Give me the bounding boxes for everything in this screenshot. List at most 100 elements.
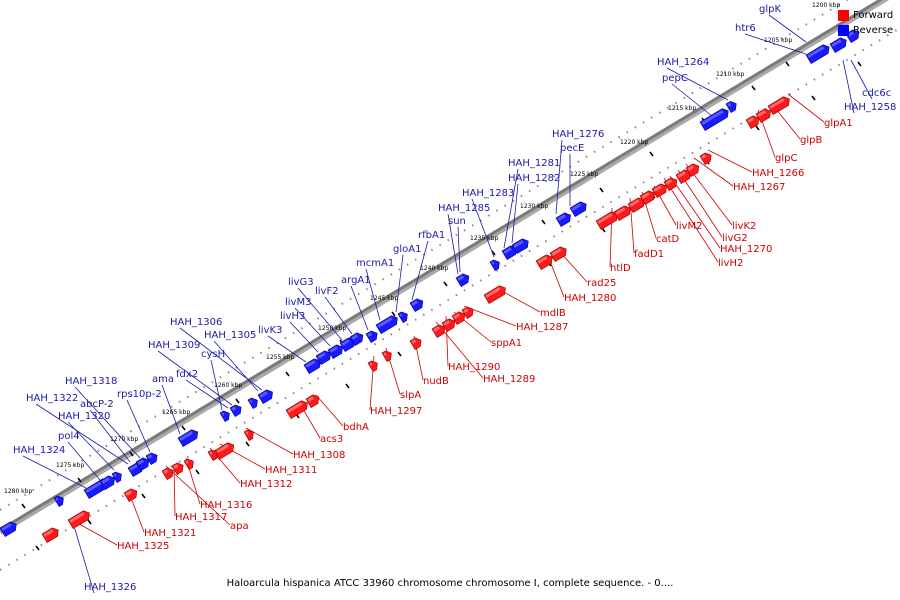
forward-leader-line: [707, 149, 753, 173]
forward-gene-arrow: [451, 311, 466, 325]
reverse-gene-label: pol4: [58, 431, 80, 442]
forward-leader-line: [173, 463, 176, 517]
reverse-gene-label: HAH_1283: [462, 188, 514, 199]
tick-mark: [391, 311, 396, 317]
reverse-leader-line: [842, 59, 855, 114]
reverse-gene-arrow: [0, 521, 17, 537]
tick-mark: [491, 250, 496, 256]
forward-gene-arrow: [161, 467, 174, 480]
tick-mark: [21, 503, 26, 509]
forward-gene-arrow: [183, 458, 194, 470]
reverse-leader-line: [210, 359, 223, 411]
forward-gene-arrow: [67, 510, 90, 529]
forward-gene-arrow: [207, 449, 218, 461]
gene-arrows: [0, 29, 860, 543]
reverse-gene-label: rfbA1: [418, 230, 445, 241]
tick-mark: [77, 477, 82, 483]
reverse-gene-arrow: [409, 298, 424, 312]
forward-gene-arrow: [535, 254, 553, 270]
tick-mark: [649, 151, 654, 157]
forward-leader-line: [669, 175, 721, 249]
reverse-gene-arrow: [177, 429, 199, 447]
tick-mark: [857, 61, 862, 67]
reverse-gene-arrow: [375, 315, 398, 334]
reverse-leader-line: [213, 340, 259, 392]
reverse-leader-line: [768, 14, 807, 43]
tick-mark: [751, 85, 756, 91]
reverse-gene-label: gloA1: [393, 244, 421, 255]
reverse-gene-arrow: [229, 404, 242, 417]
forward-gene-arrow: [549, 246, 567, 262]
reverse-leader-line: [161, 384, 181, 435]
forward-gene-arrow: [767, 96, 790, 115]
reverse-leader-line: [73, 525, 95, 594]
scale-tick-label: 1260 kbp: [214, 382, 242, 389]
tick-mark: [345, 383, 350, 389]
tick-mark: [785, 61, 790, 67]
forward-gene-arrow: [171, 462, 184, 475]
reverse-swatch: [838, 25, 849, 36]
forward-gene-label: apa: [230, 521, 249, 532]
forward-gene-label: HAH_1316: [200, 500, 252, 511]
reverse-gene-label: argA1: [341, 275, 371, 286]
map-title: Haloarcula hispanica ATCC 33960 chromoso…: [226, 578, 674, 589]
reverse-gene-label: ama: [152, 374, 174, 385]
forward-gene-arrow: [755, 108, 771, 123]
forward-gene-arrow: [745, 115, 760, 129]
reverse-leader-line: [555, 139, 563, 215]
reverse-gene-arrow: [725, 101, 737, 113]
reverse-leader-line: [297, 287, 343, 341]
scale-tick-label: 1230 kbp: [520, 203, 548, 210]
tick-mark: [87, 519, 92, 525]
reverse-leader-line: [74, 386, 141, 459]
legend-forward: Forward: [838, 8, 893, 23]
forward-gene-label: HAH_1290: [448, 362, 500, 373]
tick-mark: [245, 441, 250, 447]
forward-gene-label: rad25: [587, 278, 616, 289]
forward-gene-arrow: [409, 337, 422, 350]
reverse-gene-label: HAH_1324: [13, 445, 65, 456]
reverse-leader-line: [157, 350, 233, 406]
reverse-gene-arrow: [805, 44, 830, 64]
tick-mark: [129, 451, 134, 457]
forward-gene-label: HAH_1311: [265, 465, 317, 476]
forward-gene-arrow: [441, 318, 456, 332]
forward-gene-arrow: [285, 400, 308, 419]
reverse-gene-label: htr6: [735, 23, 756, 34]
reverse-gene-label: cysH: [201, 349, 225, 360]
forward-gene-label: HAH_1287: [516, 322, 568, 333]
reverse-gene-label: abcP-2: [80, 399, 114, 410]
reverse-gene-arrow: [397, 311, 408, 323]
reverse-leader-line: [267, 335, 307, 363]
forward-leader-line: [245, 427, 294, 455]
forward-gene-label: glpA1: [824, 118, 853, 129]
forward-gene-label: livM2: [676, 221, 702, 232]
reverse-gene-label: HAH_1306: [170, 317, 222, 328]
scale-tick-label: 1200 kbp: [812, 2, 840, 9]
forward-gene-label: HAH_1266: [752, 168, 804, 179]
reverse-gene-arrow: [511, 238, 529, 254]
reverse-gene-label: livM3: [285, 297, 311, 308]
forward-gene-arrow: [483, 285, 506, 304]
tick-mark: [811, 95, 816, 101]
reverse-gene-label: HAH_1305: [204, 330, 256, 341]
forward-gene-arrow: [123, 488, 138, 502]
reverse-gene-label: mcmA1: [356, 258, 394, 269]
reverse-gene-label: HAH_1320: [58, 411, 110, 422]
reverse-leader-line: [411, 240, 429, 301]
forward-gene-label: livK2: [732, 221, 756, 232]
reverse-leader-line: [179, 327, 263, 391]
forward-gene-label: mdlB: [540, 308, 566, 319]
forward-gene-label: HAH_1317: [175, 512, 227, 523]
reverse-gene-label: glpK: [759, 4, 781, 15]
tick-mark: [285, 371, 290, 377]
forward-gene-label: HAH_1280: [564, 293, 616, 304]
forward-gene-arrow: [381, 350, 392, 362]
forward-gene-label: glpC: [775, 153, 797, 164]
forward-label: Forward: [853, 10, 894, 21]
reverse-gene-label: livF2: [315, 286, 339, 297]
forward-gene-arrow: [431, 324, 446, 338]
forward-gene-label: HAH_1297: [370, 406, 422, 417]
reverse-gene-arrow: [135, 457, 150, 471]
